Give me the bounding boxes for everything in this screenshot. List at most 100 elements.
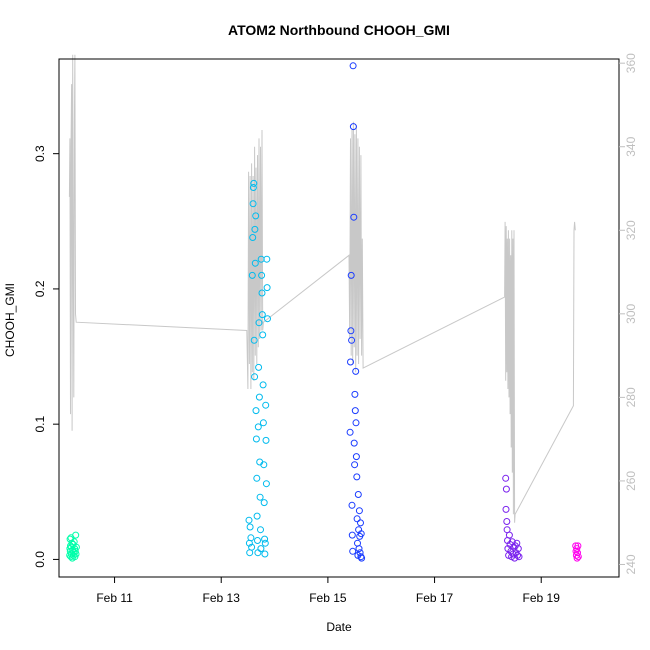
data-point <box>262 401 270 409</box>
x-axis-label: Date <box>326 620 352 634</box>
x-tick-label: Feb 13 <box>203 591 241 605</box>
data-point <box>502 505 510 513</box>
data-point <box>251 373 259 381</box>
data-point <box>249 200 257 208</box>
data-point <box>252 435 260 443</box>
data-point <box>574 542 582 550</box>
data-point <box>72 550 80 558</box>
data-point <box>347 271 355 279</box>
data-point <box>353 515 361 523</box>
data-point <box>253 474 261 482</box>
data-point <box>502 485 510 493</box>
y-tick-label: 0.1 <box>33 416 47 433</box>
y2-tick-label: 260 <box>624 471 638 491</box>
y-tick-label: 0.3 <box>33 145 47 162</box>
x-tick-label: Feb 19 <box>523 591 561 605</box>
data-point <box>262 480 270 488</box>
data-point <box>348 501 356 509</box>
y2-tick-label: 320 <box>624 220 638 240</box>
y2-tick-label: 280 <box>624 387 638 407</box>
data-point <box>261 535 269 543</box>
data-point <box>259 331 267 339</box>
x-tick-label: Feb 15 <box>309 591 347 605</box>
data-point <box>257 545 265 553</box>
series-4 <box>502 474 523 562</box>
data-point <box>264 315 271 323</box>
y2-tick-label: 300 <box>624 303 638 323</box>
data-point <box>72 531 80 539</box>
data-point <box>505 531 513 539</box>
y-axis-label: CHOOH_GMI <box>3 283 17 357</box>
series-2 <box>245 179 271 558</box>
y-tick-label: 0.0 <box>33 551 47 568</box>
axes: Feb 11 Feb 13 Feb 15 Feb 17 Feb 19 0.0 0.1 0.2 0… <box>33 53 638 605</box>
data-point <box>258 289 266 297</box>
data-point <box>260 499 268 507</box>
data-point <box>259 419 267 427</box>
data-point <box>71 547 79 555</box>
data-point <box>263 255 271 263</box>
data-point <box>351 390 359 398</box>
data-point <box>354 491 362 498</box>
y-tick-label: 0.2 <box>33 280 47 297</box>
data-point <box>260 461 268 469</box>
data-point <box>514 551 521 559</box>
data-point <box>503 518 511 525</box>
data-point <box>251 259 259 267</box>
data-point <box>515 553 523 561</box>
data-point <box>257 526 264 534</box>
data-point <box>357 519 364 527</box>
data-point <box>574 553 582 561</box>
data-point <box>355 507 363 515</box>
data-point <box>248 271 256 279</box>
data-point <box>255 319 263 327</box>
data-point <box>346 428 354 436</box>
data-point <box>252 212 260 220</box>
data-point <box>348 336 356 344</box>
data-point <box>251 225 259 233</box>
data-point <box>355 545 363 553</box>
data-point <box>254 537 261 544</box>
data-point <box>249 234 257 241</box>
data-point <box>351 407 359 415</box>
data-point <box>358 554 366 562</box>
data-point <box>349 123 357 131</box>
data-point <box>348 531 356 539</box>
data-point <box>262 436 270 444</box>
data-point <box>256 493 264 501</box>
data-point <box>255 363 263 371</box>
data-point <box>252 407 260 415</box>
data-point <box>573 554 581 562</box>
data-point <box>255 393 263 401</box>
y2-tick-label: 340 <box>624 136 638 156</box>
data-point <box>261 539 269 547</box>
data-point <box>259 381 267 389</box>
data-point <box>574 549 581 557</box>
data-point <box>351 461 359 469</box>
y2-tick-label: 360 <box>624 53 638 73</box>
data-point <box>353 473 361 481</box>
data-point <box>514 545 522 553</box>
data-point <box>249 184 257 191</box>
series-1 <box>66 531 80 562</box>
data-point <box>263 284 271 292</box>
data-point <box>347 327 355 335</box>
data-point <box>347 358 354 366</box>
data-point <box>349 547 357 555</box>
data-point <box>357 530 365 538</box>
y2-tick-label: 240 <box>624 554 638 574</box>
data-point <box>246 523 254 531</box>
chart-title: ATOM2 Northbound CHOOH_GMI <box>228 22 450 38</box>
data-point <box>253 512 261 520</box>
plot-frame <box>58 58 620 578</box>
data-point <box>245 516 253 524</box>
data-point <box>250 179 258 187</box>
data-point <box>247 534 255 542</box>
data-point <box>352 419 360 427</box>
data-point <box>352 453 360 461</box>
data-point <box>258 271 266 279</box>
data-point <box>250 336 258 344</box>
data-point <box>350 213 358 221</box>
